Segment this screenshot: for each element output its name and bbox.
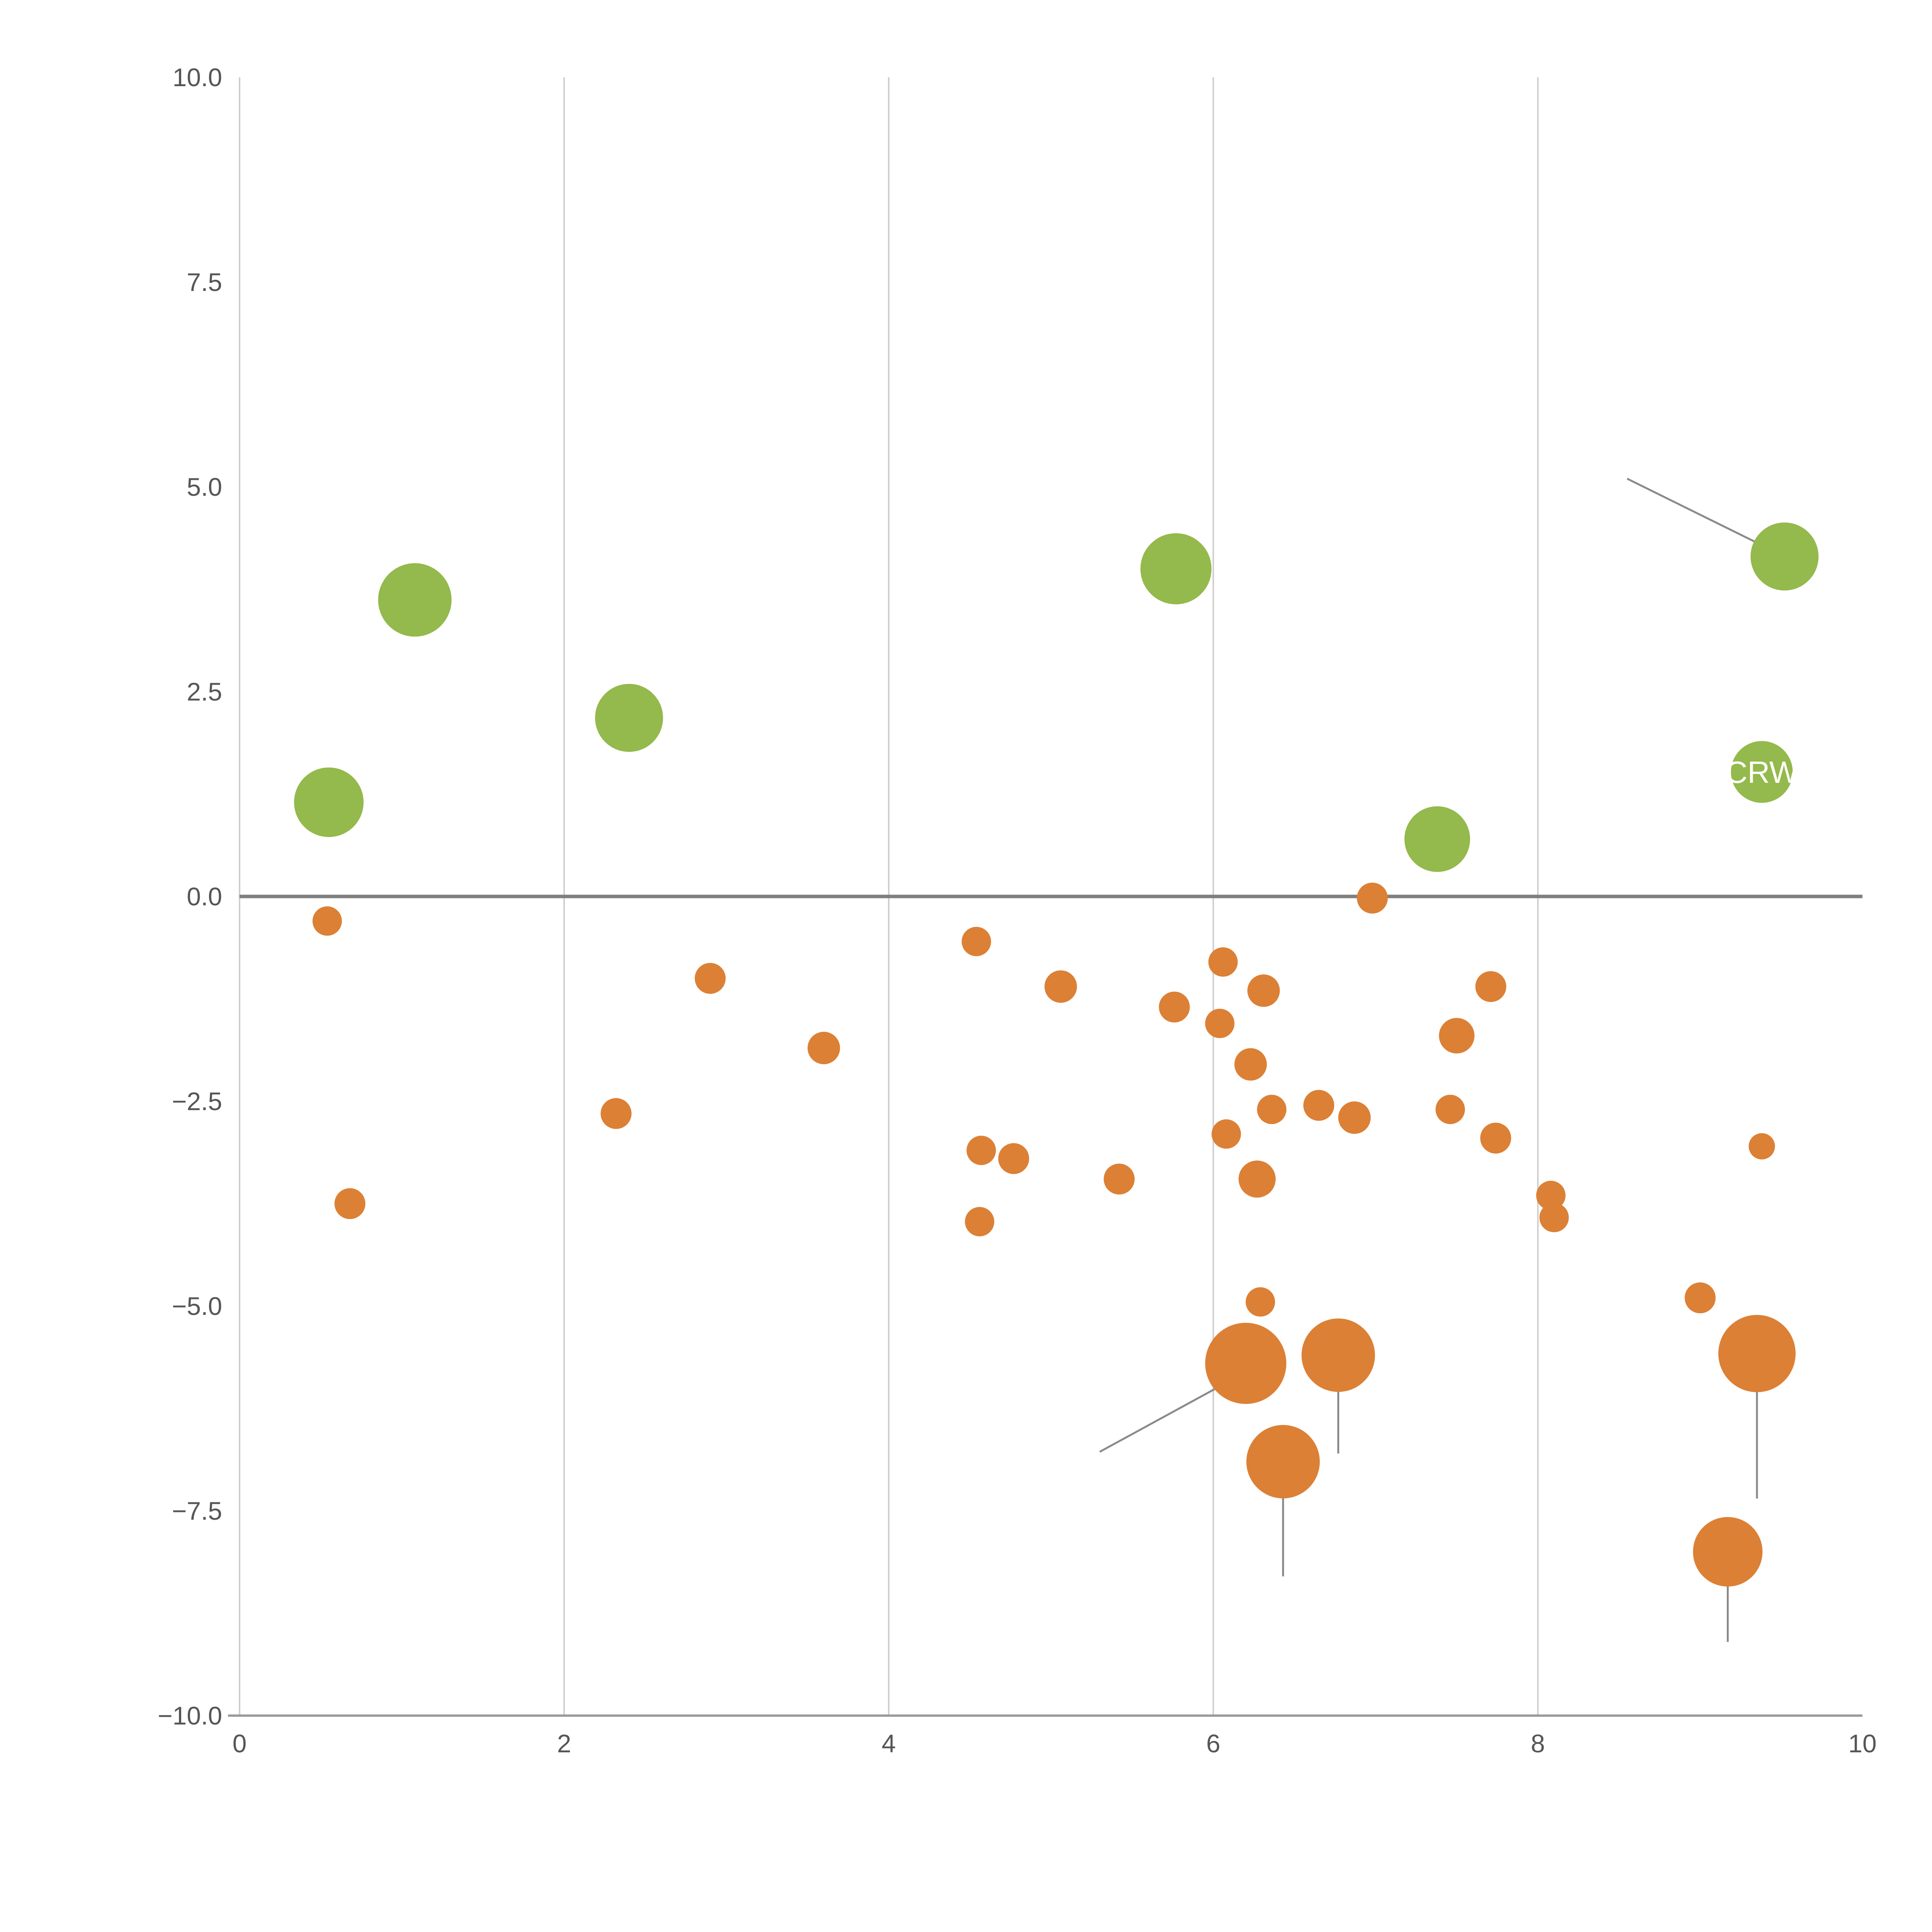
bubble-negative	[334, 1188, 366, 1219]
x-tick-label: 2	[557, 1729, 571, 1758]
bubble-label-crw: CRW	[1725, 755, 1799, 789]
bubble-negative	[1748, 1133, 1775, 1160]
bubble-negative	[1718, 1315, 1796, 1392]
bubble-negative	[1234, 1048, 1267, 1081]
bubble-negative	[1247, 974, 1280, 1007]
bubble-negative	[1104, 1163, 1135, 1195]
bubble-negative	[998, 1143, 1029, 1174]
x-tick-label: 6	[1206, 1729, 1221, 1758]
bubble-negative	[312, 906, 342, 936]
bubble-negative	[695, 963, 726, 994]
bubble-negative	[600, 1098, 632, 1129]
bubble-negative	[961, 927, 991, 956]
y-tick-label: −2.5	[172, 1087, 222, 1116]
x-tick-label: 0	[233, 1729, 247, 1758]
bubble-negative	[966, 1136, 996, 1165]
bubble-negative	[1693, 1517, 1763, 1587]
bubble-negative	[1338, 1101, 1371, 1134]
bubble-negative	[1245, 1287, 1275, 1317]
y-tick-label: −5.0	[172, 1292, 222, 1320]
y-tick-label: 0.0	[187, 882, 222, 911]
bubble-negative	[1303, 1090, 1334, 1121]
y-tick-label: −10.0	[158, 1701, 222, 1730]
bubble-negative	[1257, 1095, 1287, 1124]
bubble-negative	[1685, 1282, 1716, 1313]
bubble-negative	[1357, 883, 1388, 914]
bubble-positive	[1404, 806, 1470, 872]
bubble-negative	[1539, 1203, 1569, 1233]
bubble-positive	[1140, 533, 1212, 604]
bubble-negative	[1246, 1425, 1320, 1498]
bubble-negative	[1205, 1009, 1235, 1038]
bubble-positive	[595, 684, 663, 752]
x-tick-label: 10	[1848, 1729, 1876, 1758]
bubble-negative	[1205, 1323, 1286, 1404]
bubble-positive	[1750, 522, 1819, 591]
y-tick-label: −7.5	[172, 1497, 222, 1525]
x-tick-label: 8	[1531, 1729, 1545, 1758]
y-tick-label: 5.0	[187, 473, 222, 501]
bubble-negative	[1475, 971, 1507, 1002]
bubble-positive	[294, 767, 364, 837]
bubble-negative	[1211, 1119, 1241, 1149]
bubble-negative	[965, 1207, 995, 1236]
bubble-negative	[1439, 1018, 1475, 1054]
bubble-negative	[1301, 1318, 1375, 1392]
bubble-negative	[1208, 947, 1238, 977]
bubble-negative	[1480, 1122, 1511, 1154]
bubble-negative	[1536, 1180, 1566, 1210]
bubble-negative	[808, 1032, 840, 1065]
bubble-negative	[1159, 992, 1190, 1023]
bubble-positive	[378, 563, 452, 637]
y-tick-label: 7.5	[187, 268, 222, 296]
leader-line	[1626, 478, 1774, 552]
bubble-negative	[1435, 1095, 1465, 1124]
y-tick-label: 2.5	[187, 677, 222, 706]
x-tick-label: 4	[882, 1729, 896, 1758]
bubble-negative	[1044, 970, 1077, 1003]
y-tick-label: 10.0	[173, 63, 222, 92]
bubble-positive	[1731, 741, 1793, 803]
bubble-negative	[1238, 1160, 1276, 1198]
